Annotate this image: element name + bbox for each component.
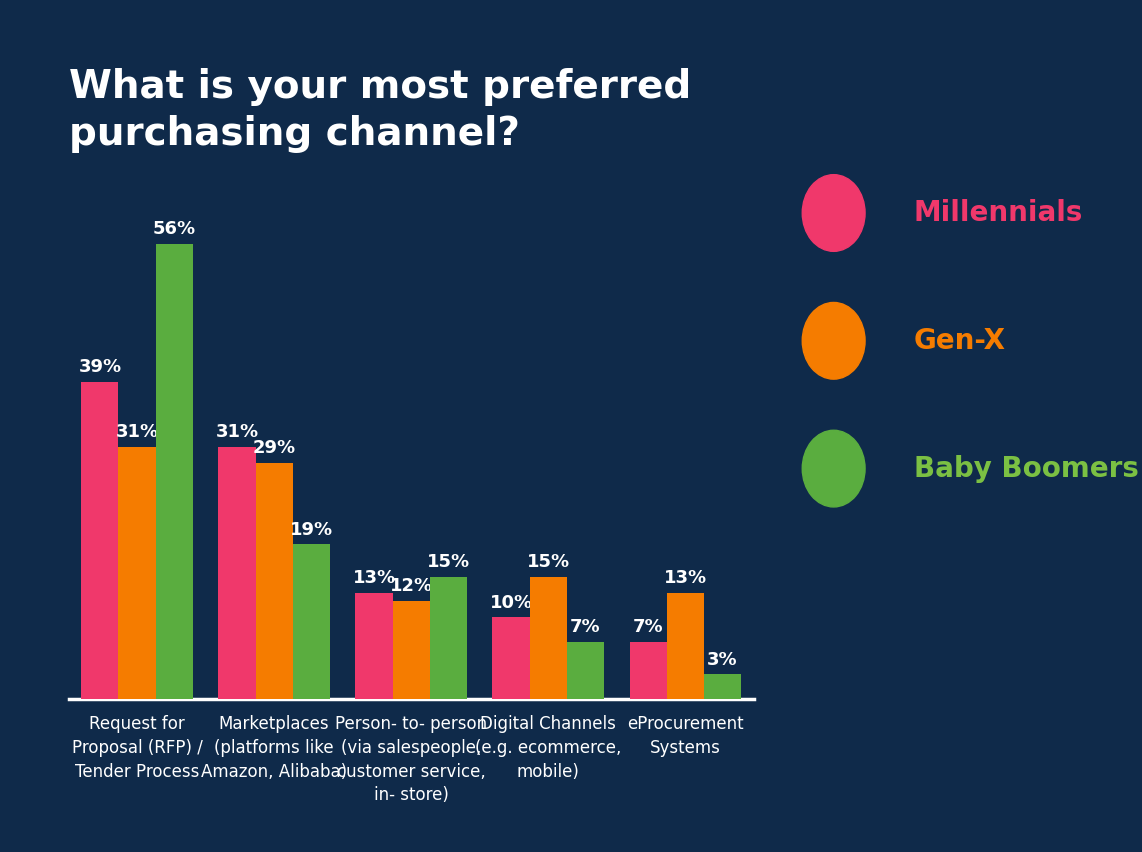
Bar bbox=[81, 382, 119, 699]
Text: 31%: 31% bbox=[115, 423, 159, 441]
Text: 7%: 7% bbox=[570, 618, 601, 636]
Bar bbox=[292, 544, 330, 699]
Text: 3%: 3% bbox=[707, 651, 738, 669]
Text: 12%: 12% bbox=[389, 578, 433, 596]
Text: 15%: 15% bbox=[526, 553, 570, 571]
Bar bbox=[566, 642, 604, 699]
Text: 31%: 31% bbox=[216, 423, 258, 441]
Text: 7%: 7% bbox=[633, 618, 664, 636]
Bar bbox=[393, 602, 429, 699]
Text: Gen-X: Gen-X bbox=[914, 327, 1006, 354]
Text: Millennials: Millennials bbox=[914, 199, 1083, 227]
Bar bbox=[429, 577, 467, 699]
Bar bbox=[256, 463, 292, 699]
Text: Baby Boomers: Baby Boomers bbox=[914, 455, 1139, 482]
Bar bbox=[155, 244, 193, 699]
Bar bbox=[218, 446, 256, 699]
Bar bbox=[119, 446, 155, 699]
Bar bbox=[703, 674, 741, 699]
Text: 13%: 13% bbox=[353, 569, 395, 587]
Text: 29%: 29% bbox=[252, 440, 296, 458]
Text: 56%: 56% bbox=[153, 220, 195, 238]
Text: 39%: 39% bbox=[79, 358, 121, 376]
Text: 19%: 19% bbox=[290, 521, 332, 538]
Bar bbox=[667, 593, 703, 699]
Bar bbox=[629, 642, 667, 699]
Bar bbox=[492, 618, 530, 699]
Bar bbox=[355, 593, 393, 699]
Text: 10%: 10% bbox=[490, 594, 532, 612]
Text: 13%: 13% bbox=[664, 569, 707, 587]
Text: What is your most preferred
purchasing channel?: What is your most preferred purchasing c… bbox=[69, 68, 691, 153]
Bar bbox=[530, 577, 566, 699]
Text: 15%: 15% bbox=[427, 553, 469, 571]
